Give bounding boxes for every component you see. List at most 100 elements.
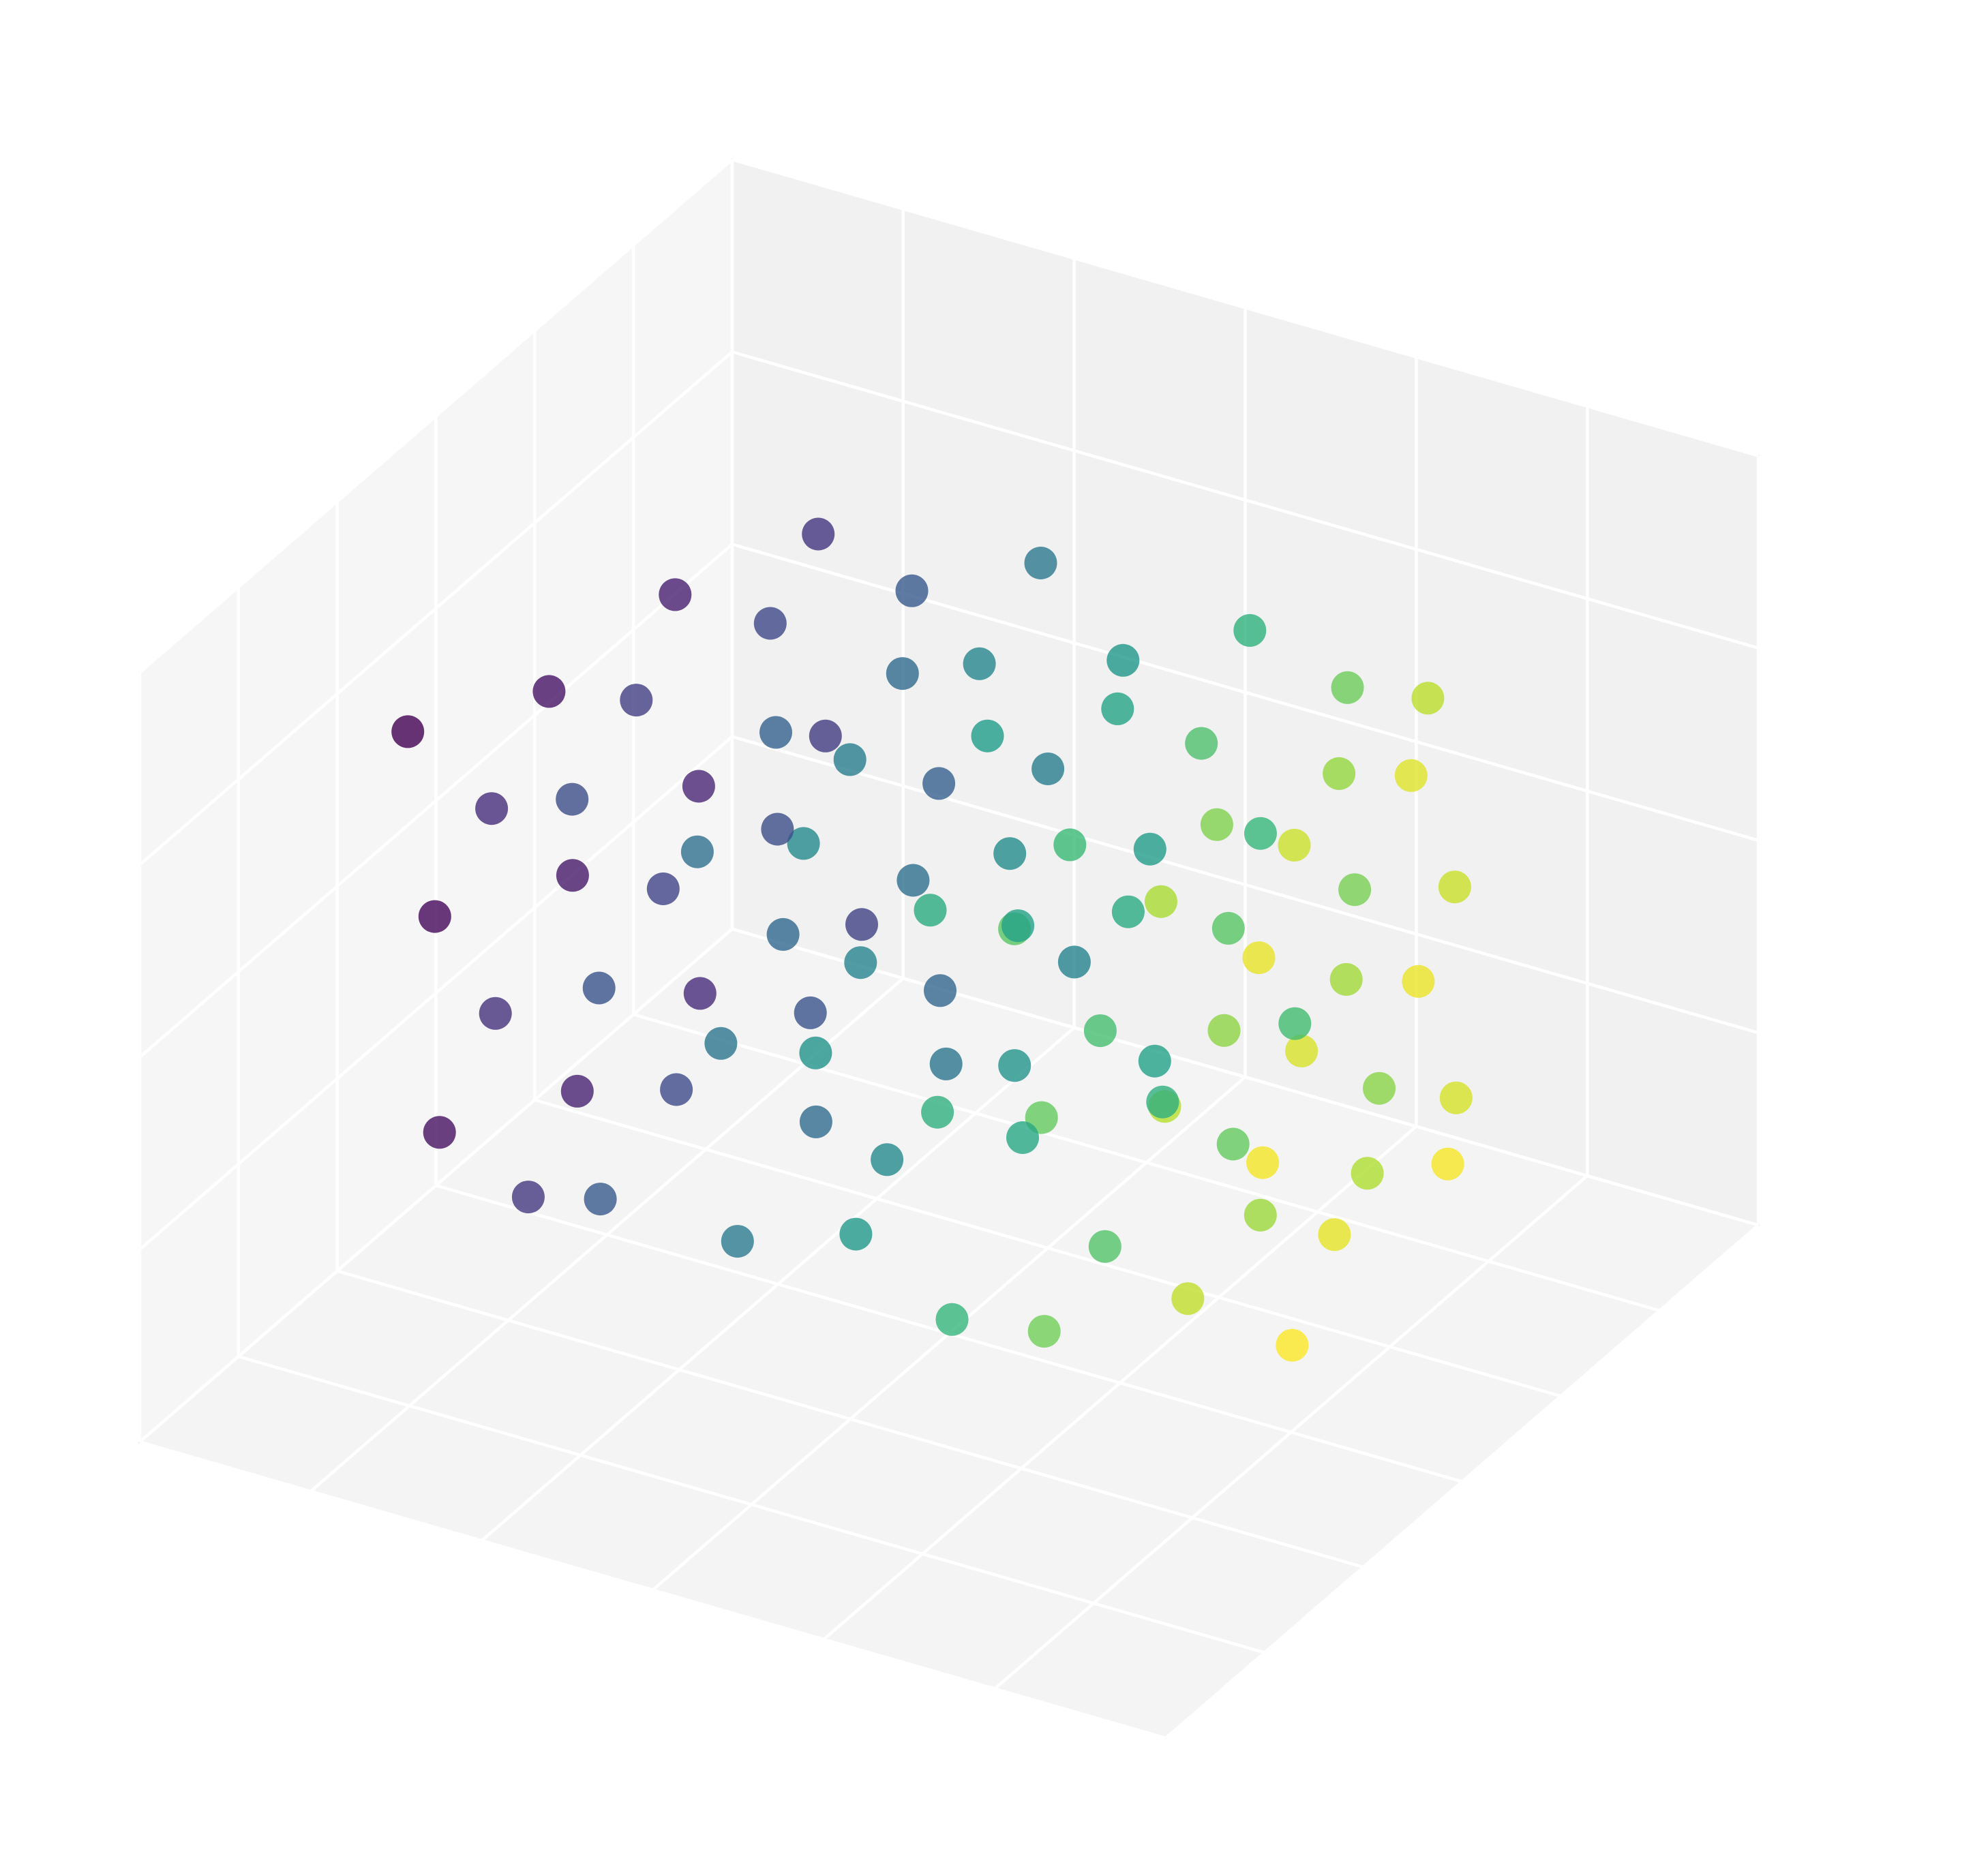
- point: [423, 1116, 456, 1149]
- grid-line: [138, 350, 734, 866]
- point: [799, 1105, 832, 1138]
- point: [929, 1047, 963, 1080]
- grid-line: [732, 350, 1759, 650]
- point: [1329, 962, 1363, 996]
- point: [993, 837, 1027, 870]
- point: [560, 1074, 594, 1108]
- point: [1351, 1157, 1384, 1190]
- grid-line: [732, 927, 1759, 1227]
- point: [721, 1225, 754, 1258]
- point: [1363, 1072, 1396, 1105]
- point: [921, 1095, 954, 1129]
- point: [682, 770, 715, 803]
- point: [1171, 1282, 1205, 1316]
- grid-line: [139, 1440, 1166, 1740]
- grid-line: [138, 928, 734, 1444]
- point: [646, 872, 680, 905]
- point: [761, 812, 794, 846]
- point: [1027, 1315, 1061, 1348]
- point: [1278, 828, 1311, 862]
- point: [1439, 1081, 1473, 1114]
- point: [787, 827, 820, 860]
- point: [1024, 547, 1057, 579]
- point: [753, 607, 787, 640]
- grid-line: [238, 1354, 1265, 1654]
- point: [802, 517, 835, 551]
- point: [1207, 1014, 1241, 1047]
- point: [391, 715, 425, 748]
- point: [511, 1181, 545, 1214]
- point: [794, 996, 827, 1029]
- point: [475, 792, 509, 825]
- point: [1323, 757, 1356, 790]
- point: [766, 917, 800, 951]
- point: [1138, 1044, 1171, 1078]
- point: [620, 684, 653, 717]
- grid-line: [336, 1269, 1364, 1569]
- point: [844, 946, 877, 979]
- point: [998, 1049, 1031, 1082]
- point: [1088, 1230, 1121, 1263]
- point: [1146, 1085, 1179, 1119]
- point: [1216, 1127, 1250, 1161]
- point: [680, 835, 714, 868]
- point: [1246, 1146, 1280, 1179]
- point: [1402, 964, 1435, 998]
- grid-line: [138, 735, 734, 1251]
- point: [556, 782, 589, 816]
- point: [479, 997, 512, 1030]
- point: [839, 1217, 873, 1251]
- point: [418, 900, 451, 933]
- point: [897, 864, 930, 897]
- point: [1031, 753, 1065, 785]
- point: [1057, 945, 1091, 979]
- grid-line: [138, 158, 734, 674]
- point: [1285, 1034, 1319, 1067]
- point: [704, 1027, 738, 1060]
- point: [1394, 759, 1428, 792]
- point: [1133, 832, 1166, 866]
- point: [1111, 895, 1145, 928]
- point: [660, 1073, 693, 1106]
- point: [935, 1303, 969, 1336]
- point: [886, 657, 919, 690]
- point: [871, 1143, 904, 1176]
- point: [1053, 828, 1087, 862]
- point: [971, 719, 1004, 753]
- point: [1318, 1218, 1351, 1251]
- point: [1278, 1007, 1312, 1040]
- point: [833, 743, 867, 776]
- point: [532, 675, 566, 708]
- point: [759, 716, 792, 749]
- point: [683, 977, 717, 1010]
- point: [584, 1183, 617, 1216]
- point: [1101, 692, 1134, 725]
- point: [922, 767, 956, 800]
- point: [1233, 613, 1267, 647]
- point: [1276, 1328, 1309, 1362]
- point: [845, 908, 878, 941]
- point: [895, 574, 929, 607]
- grid-line: [732, 157, 1759, 457]
- point: [799, 1036, 832, 1069]
- point: [924, 974, 957, 1007]
- point: [1338, 873, 1372, 907]
- point: [1106, 643, 1140, 677]
- point: [1083, 1014, 1117, 1048]
- point: [582, 971, 616, 1005]
- point: [659, 578, 692, 611]
- grid-line: [534, 1098, 1562, 1398]
- point: [1244, 1198, 1277, 1232]
- point: [1200, 808, 1233, 841]
- point: [1006, 1121, 1039, 1154]
- point: [1331, 671, 1364, 704]
- point: [809, 719, 842, 753]
- point: [1431, 1147, 1464, 1181]
- point: [1438, 870, 1471, 904]
- point: [914, 894, 947, 927]
- point: [1185, 727, 1218, 760]
- grid-line: [138, 543, 734, 1059]
- point: [1001, 909, 1035, 943]
